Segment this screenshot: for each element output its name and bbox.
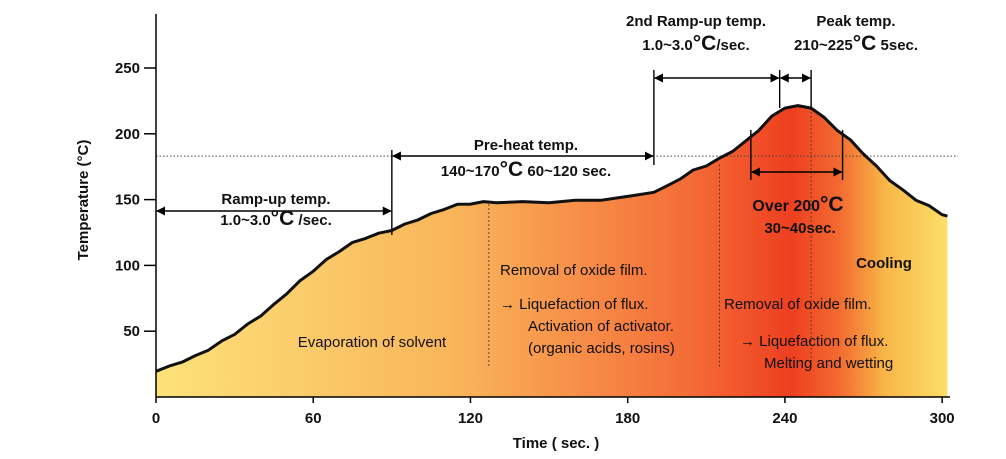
x-tick-label: 180 [615,410,640,427]
peak-range: 210~225°C 5sec. [794,32,918,55]
y-axis-ticks: 50 100 150 200 250 [115,60,156,340]
solvent-label: Evaporation of solvent [298,334,447,351]
y-axis-label: Temperature (°C) [75,140,92,261]
y-tick-label: 250 [115,60,140,77]
preheat-range: 140~170°C 60~120 sec. [441,158,611,181]
y-tick-label: 200 [115,126,140,143]
ramp2-rate: 1.0~3.0°C/sec. [642,32,749,55]
heat-area [156,105,948,397]
peak-label: Peak temp. [816,13,895,30]
zone1-line4: (organic acids, rosins) [528,340,675,357]
ramp-up-label: Ramp-up temp. [221,191,330,208]
x-axis-label: Time ( sec. ) [513,435,599,452]
zone2-line2: → Liquefaction of flux. [740,333,888,350]
over200-label: Over 200°C [752,193,843,216]
zone1-line2: → Liquefaction of flux. [500,296,648,313]
x-axis-ticks: 0 60 120 180 240 300 [152,397,955,427]
zone1-line1: Removal of oxide film. [500,262,648,279]
x-tick-label: 120 [458,410,483,427]
y-tick-label: 50 [123,323,140,340]
axes [155,14,950,398]
x-tick-label: 60 [305,410,322,427]
y-tick-label: 100 [115,257,140,274]
over200-duration: 30~40sec. [764,220,835,237]
x-tick-label: 0 [152,410,160,427]
zone1-line3: Activation of activator. [528,318,674,335]
preheat-label: Pre-heat temp. [474,137,578,154]
zone2-line1: Removal of oxide film. [724,296,872,313]
y-tick-label: 150 [115,192,140,209]
zone2-line3: Melting and wetting [764,355,893,372]
ramp2-label: 2nd Ramp-up temp. [626,13,766,30]
cooling-label: Cooling [856,255,912,272]
ramp-up-rate: 1.0~3.0°C /sec. [220,207,332,230]
temperature-curve [155,104,948,373]
zone-dividers [488,108,812,368]
range-arrows [156,70,844,235]
x-tick-label: 240 [772,410,797,427]
x-tick-label: 300 [930,410,955,427]
